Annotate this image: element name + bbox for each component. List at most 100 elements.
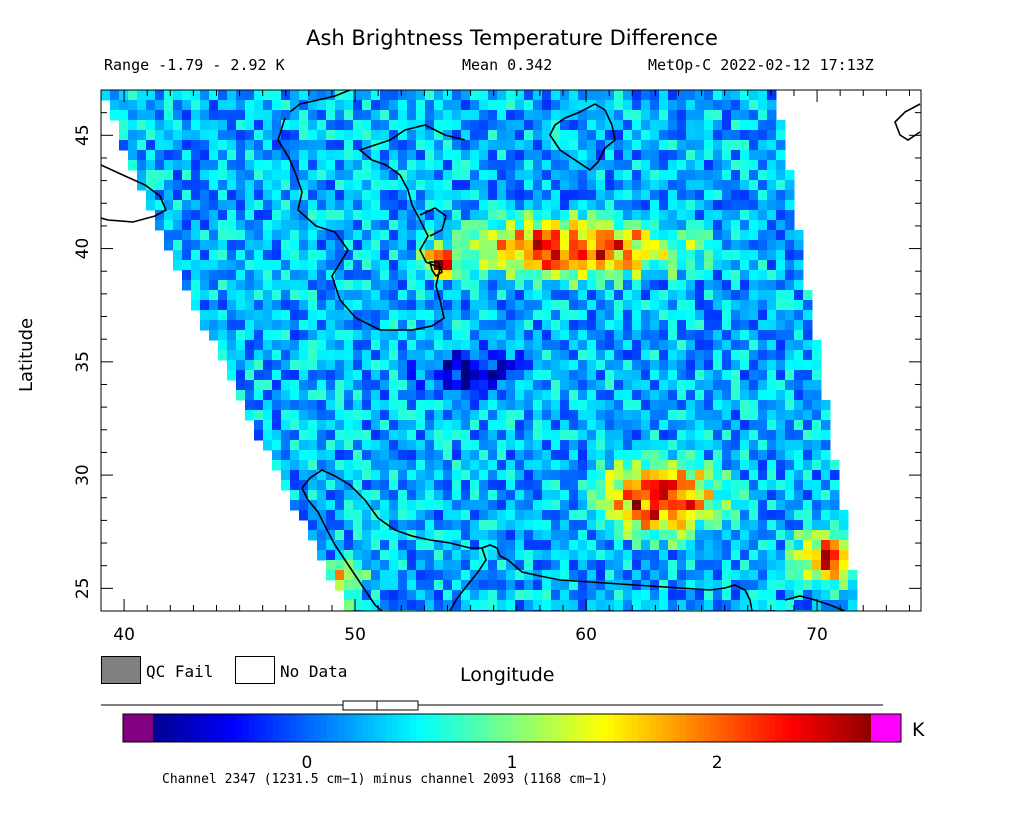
heatmap-cell xyxy=(731,560,741,571)
heatmap-cell xyxy=(425,540,435,551)
heatmap-cell xyxy=(452,530,462,541)
heatmap-cell xyxy=(416,200,426,211)
heatmap-cell xyxy=(452,210,462,221)
heatmap-cell xyxy=(740,150,750,161)
heatmap-cell xyxy=(308,200,318,211)
mean-text: Mean 0.342 xyxy=(462,56,553,74)
heatmap-cell xyxy=(326,450,336,461)
heatmap-cell xyxy=(614,390,624,401)
heatmap-cell xyxy=(659,350,669,361)
heatmap-cell xyxy=(704,490,714,501)
heatmap-cell xyxy=(650,480,660,491)
heatmap-cell xyxy=(668,400,678,411)
heatmap-cell xyxy=(821,430,831,441)
heatmap-cell xyxy=(578,270,588,281)
heatmap-cell xyxy=(488,400,498,411)
heatmap-cell xyxy=(479,120,489,131)
heatmap-cell xyxy=(704,280,714,291)
heatmap-cell xyxy=(569,140,579,151)
heatmap-cell xyxy=(317,100,327,111)
heatmap-cell xyxy=(659,610,669,611)
heatmap-cell xyxy=(317,380,327,391)
heatmap-cell xyxy=(515,90,525,101)
heatmap-cell xyxy=(461,300,471,311)
heatmap-cell xyxy=(227,160,237,171)
heatmap-cell xyxy=(704,470,714,481)
heatmap-cell xyxy=(443,360,453,371)
heatmap-cell xyxy=(317,310,327,321)
heatmap-cell xyxy=(713,310,723,321)
heatmap-cell xyxy=(776,480,786,491)
heatmap-cell xyxy=(254,400,264,411)
heatmap-cell xyxy=(704,120,714,131)
heatmap-cell xyxy=(722,450,732,461)
heatmap-cell xyxy=(164,120,174,131)
heatmap-cell xyxy=(686,100,696,111)
heatmap-cell xyxy=(344,450,354,461)
heatmap-cell xyxy=(380,270,390,281)
heatmap-cell xyxy=(434,380,444,391)
heatmap-cell xyxy=(317,460,327,471)
heatmap-cell xyxy=(290,400,300,411)
heatmap-cell xyxy=(182,120,192,131)
heatmap-cell xyxy=(758,310,768,321)
heatmap-cell xyxy=(605,400,615,411)
heatmap-cell xyxy=(326,110,336,121)
heatmap-cell xyxy=(533,290,543,301)
colorbar-segment xyxy=(565,714,573,742)
heatmap-cell xyxy=(227,180,237,191)
heatmap-cell xyxy=(452,370,462,381)
colorbar-segment xyxy=(326,714,334,742)
heatmap-cell xyxy=(740,90,750,101)
heatmap-cell xyxy=(326,230,336,241)
heatmap-cell xyxy=(236,160,246,171)
heatmap-cell xyxy=(470,450,480,461)
heatmap-cell xyxy=(614,120,624,131)
heatmap-cell xyxy=(344,330,354,341)
heatmap-cell xyxy=(641,460,651,471)
colorbar-segment xyxy=(356,714,364,742)
heatmap-cell xyxy=(497,360,507,371)
heatmap-cell xyxy=(578,250,588,261)
heatmap-cell xyxy=(488,370,498,381)
heatmap-cell xyxy=(443,170,453,181)
heatmap-cell xyxy=(146,160,156,171)
heatmap-cell xyxy=(722,250,732,261)
heatmap-cell xyxy=(758,300,768,311)
heatmap-cell xyxy=(191,160,201,171)
heatmap-cell xyxy=(425,610,435,611)
heatmap-cell xyxy=(515,440,525,451)
heatmap-cell xyxy=(236,300,246,311)
heatmap-cell xyxy=(614,540,624,551)
heatmap-cell xyxy=(299,160,309,171)
heatmap-cell xyxy=(767,290,777,301)
heatmap-cell xyxy=(569,160,579,171)
heatmap-cell xyxy=(785,280,795,291)
heatmap-cell xyxy=(695,520,705,531)
heatmap-cell xyxy=(542,340,552,351)
heatmap-cell xyxy=(371,230,381,241)
heatmap-cell xyxy=(677,210,687,221)
heatmap-cell xyxy=(641,530,651,541)
heatmap-cell xyxy=(218,170,228,181)
heatmap-cell xyxy=(551,360,561,371)
heatmap-cell xyxy=(740,450,750,461)
heatmap-cell xyxy=(389,280,399,291)
heatmap-cell xyxy=(218,300,228,311)
heatmap-cell xyxy=(497,140,507,151)
heatmap-cell xyxy=(488,210,498,221)
heatmap-cell xyxy=(533,510,543,521)
heatmap-cell xyxy=(695,280,705,291)
heatmap-cell xyxy=(281,260,291,271)
colorbar-segment xyxy=(775,714,782,742)
colorbar-segment xyxy=(230,714,238,742)
heatmap-cell xyxy=(407,220,417,231)
colorbar-segment xyxy=(691,714,699,742)
heatmap-cell xyxy=(155,210,165,221)
heatmap-cell xyxy=(272,230,282,241)
heatmap-cell xyxy=(776,430,786,441)
heatmap-cell xyxy=(380,560,390,571)
heatmap-cell xyxy=(434,210,444,221)
heatmap-cell xyxy=(263,140,273,151)
heatmap-cell xyxy=(443,380,453,391)
